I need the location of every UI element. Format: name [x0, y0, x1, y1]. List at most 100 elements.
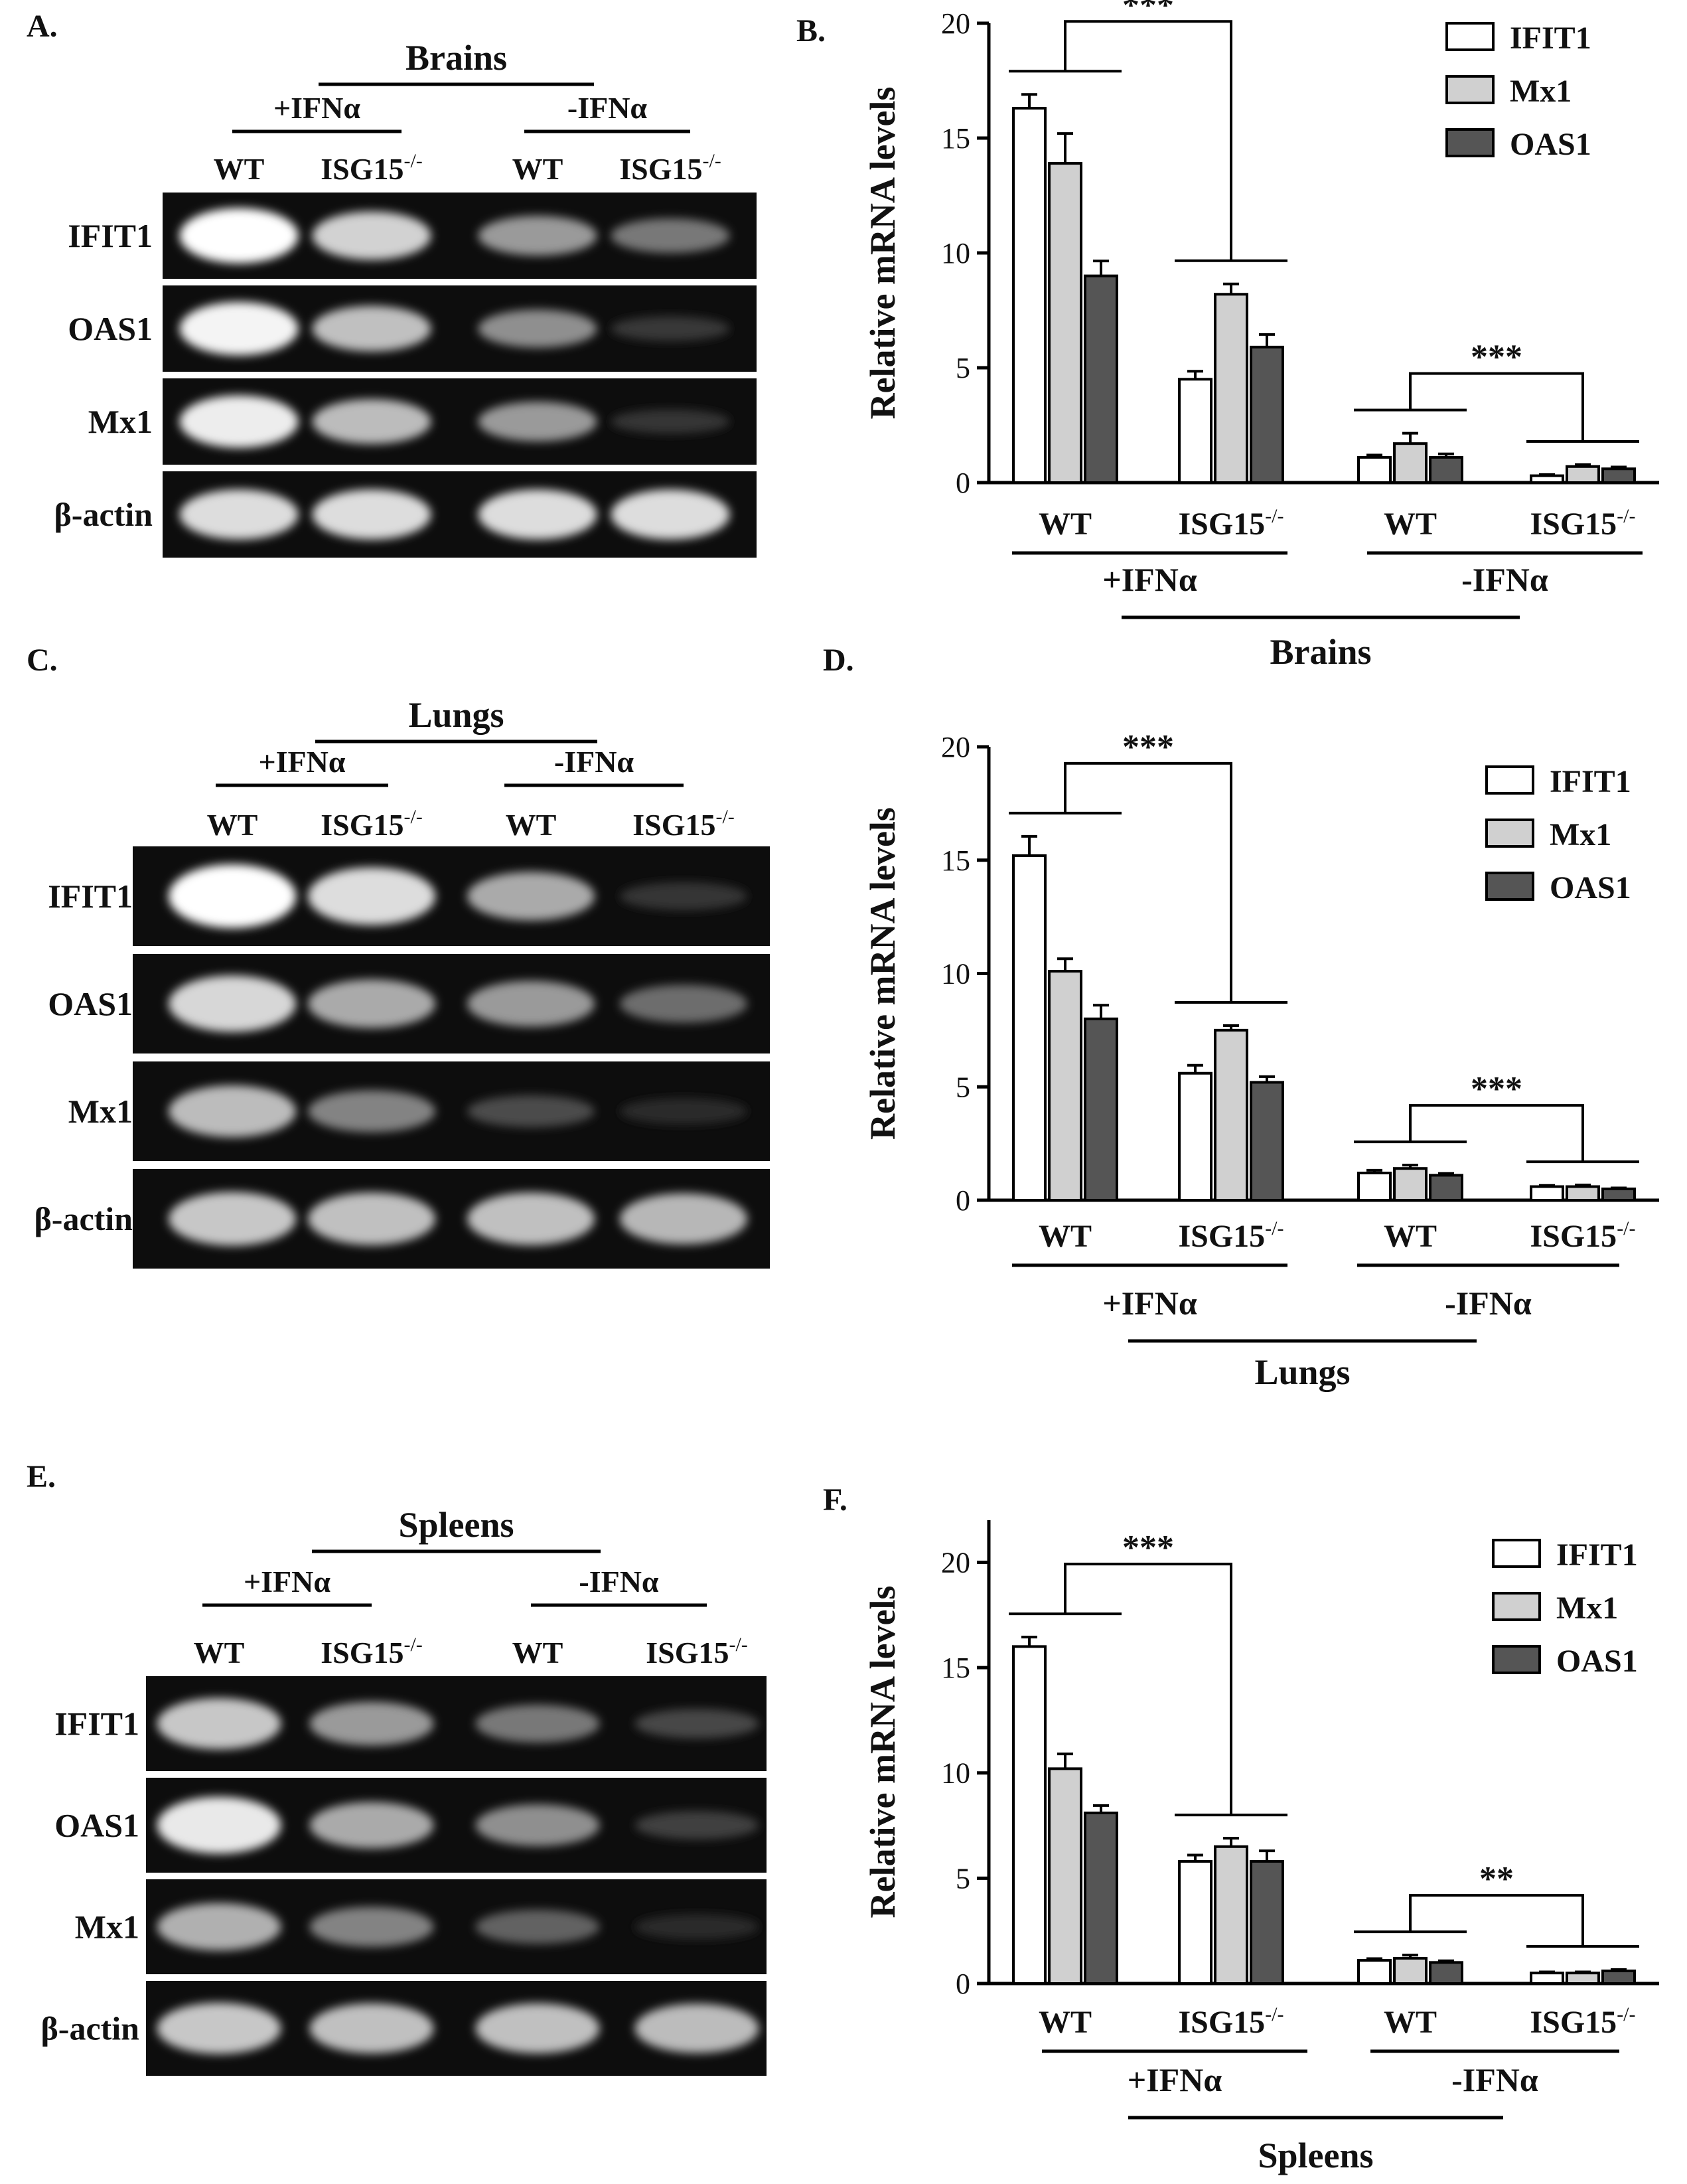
legend-label: Mx1: [1556, 1591, 1618, 1626]
gel-lane-label-superscript: -/-: [403, 150, 422, 172]
legend-swatch-mx1: [1485, 819, 1534, 848]
gel-band: [478, 489, 597, 540]
gel-lane-label-superscript: -/-: [702, 150, 721, 172]
x-category-label: ISG15-/-: [1530, 505, 1635, 542]
y-tick-label: 5: [956, 352, 970, 384]
gel-band: [634, 1914, 759, 1940]
gel-band: [179, 489, 299, 540]
gel-lane-label-superscript: -/-: [403, 806, 422, 828]
panel-letter-b: B.: [796, 13, 826, 48]
gel-group-label: +IFNα: [244, 1565, 330, 1599]
significance-label: ***: [1122, 0, 1174, 24]
x-category-label-superscript: -/-: [1617, 2003, 1635, 2025]
gel-band: [309, 1907, 434, 1947]
bar-mx1: [1214, 1028, 1248, 1202]
x-category-label-text: WT: [1039, 2005, 1092, 2040]
bar-oas1: [1250, 1859, 1284, 1986]
sig-bracket: [1064, 20, 1232, 261]
gel-band: [308, 867, 435, 925]
gel-band: [308, 1090, 435, 1132]
x-category-label: WT: [1039, 2005, 1092, 2040]
bar-ifit1: [1357, 1172, 1392, 1202]
gel-lane-label-superscript: -/-: [729, 1634, 747, 1656]
bar-mx1: [1393, 1167, 1428, 1202]
group-label: +IFNα: [1128, 2061, 1222, 2098]
gel-lane-label-superscript: -/-: [403, 1634, 422, 1656]
bar-ifit1: [1530, 474, 1564, 484]
x-category-label-text: ISG15: [1530, 507, 1617, 542]
x-category-label: ISG15-/-: [1178, 2003, 1284, 2040]
gel-band: [308, 1192, 435, 1245]
bar-mx1: [1566, 465, 1600, 485]
y-tick-label: 0: [956, 467, 970, 499]
sig-bracket: [1409, 1104, 1584, 1162]
gel-lane-label-text: ISG15: [619, 152, 702, 186]
y-tick-label: 5: [956, 1862, 970, 1895]
bar-oas1: [1084, 1017, 1118, 1202]
legend-label: Mx1: [1510, 74, 1572, 109]
gel-band: [611, 218, 730, 253]
legend-label: IFIT1: [1550, 764, 1631, 799]
panel-letter-c: C.: [27, 643, 58, 678]
gel-band: [467, 1192, 595, 1245]
gel-lane-label-text: ISG15: [646, 1636, 729, 1670]
x-category-label: ISG15-/-: [1530, 1217, 1635, 1254]
gel-band: [169, 864, 296, 928]
gel-gene-label: β-actin: [34, 1200, 133, 1237]
gel-band: [309, 1701, 434, 1746]
y-tick-label: 10: [941, 958, 970, 990]
group-label: -IFNα: [1461, 561, 1548, 598]
legend-label: OAS1: [1510, 127, 1591, 162]
x-category-label: ISG15-/-: [1178, 1217, 1284, 1254]
sig-bracket: [1064, 1563, 1232, 1816]
x-category-label-text: WT: [1039, 507, 1092, 542]
x-category-label-text: ISG15: [1530, 2005, 1617, 2040]
gel-lane-label: ISG15-/-: [321, 1634, 423, 1670]
x-category-label-superscript: -/-: [1617, 505, 1635, 527]
significance-label: ***: [1471, 1070, 1522, 1108]
gel-band: [169, 1085, 296, 1137]
gel-lane-label: WT: [207, 808, 258, 842]
gel-lane-label-text: WT: [207, 808, 258, 842]
panel-letter-d: D.: [823, 643, 854, 678]
gel-band: [620, 1098, 747, 1125]
gel-gene-label: IFIT1: [54, 1705, 139, 1743]
gel-band: [157, 1796, 281, 1854]
gel-lane-label: ISG15-/-: [632, 806, 735, 842]
gel-tissue-title: Brains: [405, 38, 507, 78]
y-axis-label: Relative mRNA levels: [863, 807, 903, 1140]
bar-mx1: [1048, 162, 1082, 484]
x-category-label-superscript: -/-: [1265, 2003, 1284, 2025]
y-tick-label: 20: [941, 7, 970, 40]
x-category-label-text: WT: [1384, 2005, 1437, 2040]
gel-gene-label: Mx1: [75, 1909, 139, 1946]
gel-lane-label-text: WT: [512, 1636, 563, 1670]
y-tick-label: 15: [941, 122, 970, 155]
bar-ifit1: [1530, 1185, 1564, 1202]
legend-swatch-ifit1: [1485, 765, 1534, 795]
gel-lane-label: ISG15-/-: [321, 150, 423, 186]
bar-mx1: [1214, 293, 1248, 484]
legend-swatch-mx1: [1492, 1592, 1541, 1621]
gel-band: [308, 979, 435, 1028]
group-label: +IFNα: [1102, 561, 1197, 598]
bar-ifit1: [1178, 378, 1212, 484]
bar-ifit1: [1357, 1959, 1392, 1986]
gel-band: [312, 399, 431, 444]
gel-gene-label: OAS1: [48, 985, 133, 1022]
gel-band: [478, 309, 597, 348]
bar-mx1: [1566, 1972, 1600, 1986]
gel-gene-label: IFIT1: [68, 217, 153, 254]
gel-band: [309, 2003, 434, 2054]
gel-lane-label-text: ISG15: [321, 152, 403, 186]
gel-band: [620, 882, 747, 910]
organ-label: Lungs: [1254, 1352, 1350, 1392]
organ-label: Spleens: [1258, 2136, 1373, 2175]
gel-band: [611, 316, 730, 341]
sig-bracket: [1409, 1894, 1584, 1947]
gel-gene-label: IFIT1: [48, 878, 133, 915]
bar-mx1: [1048, 970, 1082, 1202]
gel-band: [611, 489, 730, 540]
